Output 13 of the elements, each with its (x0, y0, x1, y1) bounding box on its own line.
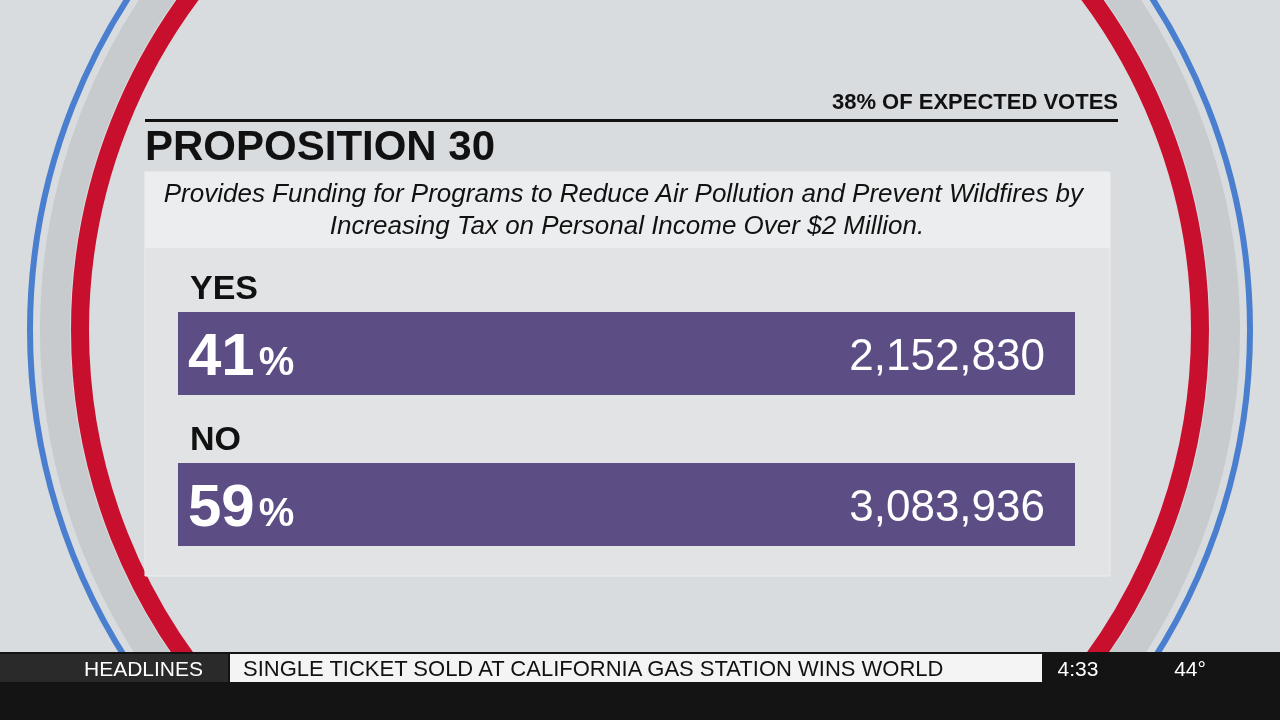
text: SINGLE TICKET SOLD AT CALIFORNIA GAS STATION WINS WORLD (243, 655, 944, 681)
data-label: 3,083,936 (849, 480, 1045, 530)
text: 38% OF EXPECTED VOTES (831, 88, 1118, 114)
data-label: 41% (188, 320, 295, 388)
text: Provides Funding for Programs to Reduce Air Pollution and Prevent Wildfires by Increasing Tax on Personal Income Over $2 Million. (163, 178, 1091, 240)
text: 44° (1174, 656, 1206, 680)
category-label: NO (190, 419, 241, 457)
data-label: 59% (188, 471, 295, 539)
text: PROPOSITION 30 (145, 121, 496, 169)
category-label: YES (190, 268, 259, 306)
text: 4:33 (1057, 656, 1099, 680)
data-label: 2,152,830 (849, 329, 1045, 379)
text: HEADLINES (84, 656, 204, 680)
